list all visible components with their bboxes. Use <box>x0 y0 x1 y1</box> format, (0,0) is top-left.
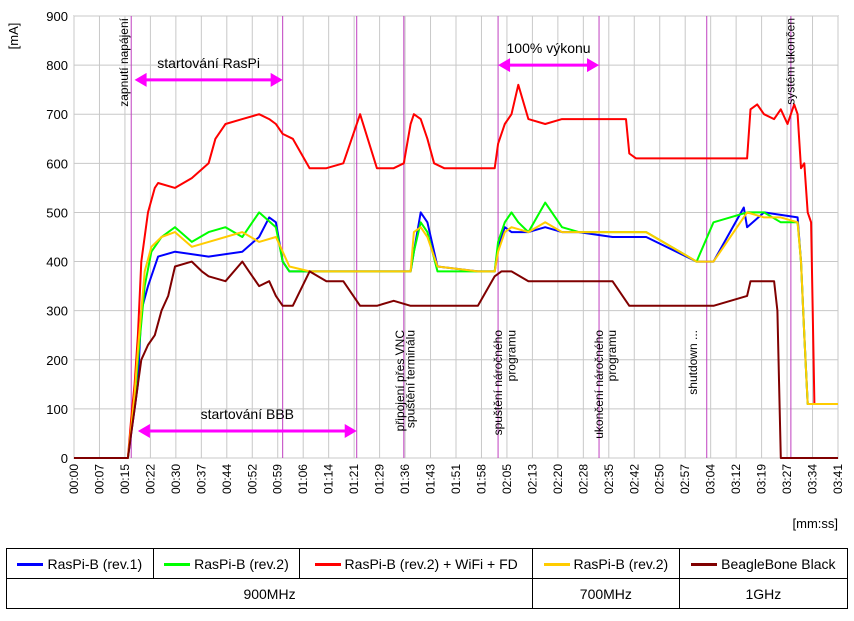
arrow-head-right <box>587 58 600 73</box>
event-label: spuštění náročného <box>491 330 505 436</box>
legend-rev1: RasPi-B (rev.1) <box>6 548 154 579</box>
y-tick-label: 700 <box>46 107 68 122</box>
x-tick-label: 01:06 <box>296 464 310 494</box>
x-tick-label: 03:41 <box>831 464 845 494</box>
x-tick-label: 00:15 <box>118 464 132 494</box>
legend-label-bbb: BeagleBone Black <box>721 555 836 572</box>
legend-rev2-wifi: RasPi-B (rev.2) + WiFi + FD <box>299 548 534 579</box>
x-tick-label: 03:12 <box>729 464 743 494</box>
x-tick-label: 01:14 <box>322 464 336 494</box>
legend-label-rev2: RasPi-B (rev.2) <box>194 555 289 572</box>
legend-swatch-rev1 <box>17 563 44 567</box>
y-tick-label: 800 <box>46 58 68 73</box>
x-tick-label: 00:52 <box>245 464 259 494</box>
x-tick-label: 03:19 <box>755 464 769 494</box>
arrow-head-left <box>134 72 147 87</box>
series-line-2 <box>74 83 838 459</box>
arrow-head-left <box>498 58 511 73</box>
legend-rev2: RasPi-B (rev.2) <box>152 548 301 579</box>
event-lines <box>130 16 792 458</box>
event-label: programu <box>504 330 518 381</box>
x-tick-label: 00:00 <box>67 464 81 494</box>
y-tick-label: 0 <box>61 451 68 466</box>
series-line-3 <box>74 211 838 459</box>
y-tick-label: 500 <box>46 205 68 220</box>
legend-bbb: BeagleBone Black <box>678 548 849 579</box>
x-tick-label: 00:30 <box>169 464 183 494</box>
x-tick-labels: 00:00 00:07 00:15 00:22 00:30 00:37 00:44 00:52… <box>67 464 845 494</box>
arrow-label: 100% výkonu <box>507 40 591 56</box>
x-tick-label: 01:36 <box>398 464 412 494</box>
legend-label-rev1: RasPi-B (rev.1) <box>47 555 143 572</box>
y-tick-label: 100 <box>46 402 68 417</box>
legend-swatch-rev2-wifi <box>314 563 341 567</box>
y-axis-label: [mA] <box>6 23 21 50</box>
x-tick-label: 03:27 <box>780 464 794 494</box>
x-tick-label: 03:34 <box>806 464 820 494</box>
legend-label-rev2-wifi: RasPi-B (rev.2) + WiFi + FD <box>344 555 518 572</box>
legend-freq-900: 900MHz <box>5 578 534 609</box>
x-tick-label: 00:59 <box>271 464 285 494</box>
event-label: zapnutí napájení <box>117 17 131 106</box>
legend-series-row: RasPi-B (rev.1) RasPi-B (rev.2) RasPi-B … <box>6 548 849 579</box>
series-lines <box>74 83 838 459</box>
x-tick-label: 03:04 <box>704 464 718 494</box>
x-tick-label: 02:05 <box>500 464 514 494</box>
legend-swatch-bbb <box>691 563 718 567</box>
y-tick-label: 600 <box>46 156 68 171</box>
x-tick-label: 02:20 <box>551 464 565 494</box>
legend-freq-1g: 1GHz <box>678 578 849 609</box>
legend-freq-row: 900MHz 700MHz 1GHz <box>5 578 849 609</box>
event-label: systém ukončen <box>784 18 798 105</box>
x-tick-label: 00:22 <box>143 464 157 494</box>
arrow-head-right <box>344 423 357 438</box>
annotation-arrows: startování RasPi startování BBB 100% výkon… <box>134 40 600 438</box>
x-tick-label: 02:50 <box>653 464 667 494</box>
arrow-label: startování BBB <box>201 406 294 422</box>
x-tick-label: 01:58 <box>474 464 488 494</box>
legend-freq-700: 700MHz <box>532 578 680 609</box>
arrow-head-left <box>137 423 150 438</box>
x-tick-label: 02:35 <box>602 464 616 494</box>
arrow-head-right <box>270 72 283 87</box>
x-tick-label: 02:57 <box>678 464 692 494</box>
x-tick-label: 00:37 <box>194 464 208 494</box>
legend-swatch-rev2-700 <box>543 563 570 567</box>
event-label: spuštění terminálu <box>403 330 417 428</box>
y-tick-label: 400 <box>46 255 68 270</box>
y-tick-label: 900 <box>46 9 68 24</box>
legend-table: RasPi-B (rev.1) RasPi-B (rev.2) RasPi-B … <box>5 548 849 609</box>
legend-swatch-rev2 <box>164 563 191 567</box>
event-label: připojení přes VNC <box>393 330 407 432</box>
x-tick-label: 01:29 <box>373 464 387 494</box>
x-tick-label: 02:28 <box>576 464 590 494</box>
legend-label-rev2-700: RasPi-B (rev.2) <box>573 555 669 572</box>
x-tick-label: 02:42 <box>627 464 641 494</box>
legend-rev2-700: RasPi-B (rev.2) <box>532 548 680 579</box>
x-tick-label: 02:13 <box>525 464 539 494</box>
event-label: programu <box>605 330 619 381</box>
x-axis-label: [mm:ss] <box>793 516 839 531</box>
event-label: ukončení náročného <box>592 330 606 439</box>
arrow-label: startování RasPi <box>157 55 260 71</box>
x-tick-label: 00:44 <box>220 464 234 494</box>
x-tick-label: 01:43 <box>424 464 438 494</box>
series-line-4 <box>74 260 838 459</box>
y-tick-labels: 0 100 200 300 400 500 600 700 800 900 <box>46 9 68 466</box>
x-tick-label: 00:07 <box>92 464 106 494</box>
x-tick-label: 01:51 <box>449 464 463 494</box>
y-tick-label: 200 <box>46 353 68 368</box>
event-label: shutdown ... <box>686 330 700 395</box>
x-tick-label: 01:21 <box>347 464 361 494</box>
y-tick-label: 300 <box>46 304 68 319</box>
